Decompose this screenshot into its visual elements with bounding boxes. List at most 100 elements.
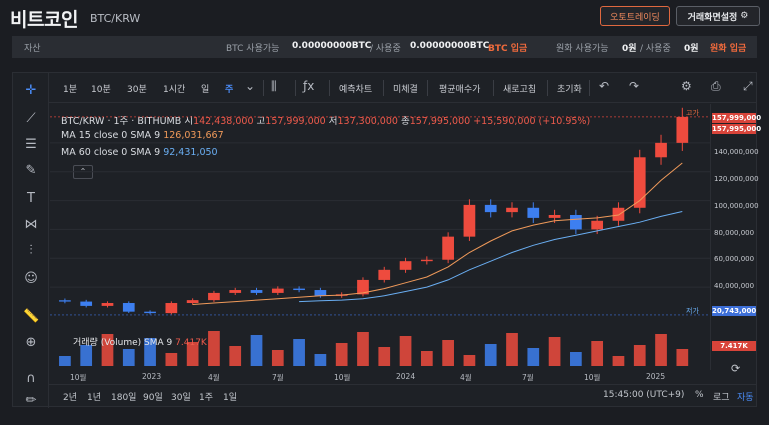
range-1y[interactable]: 1년 (87, 393, 102, 403)
trendline-icon[interactable]: ⟋ (26, 111, 36, 126)
horizontal-lines-icon[interactable]: ☰ (25, 137, 37, 152)
camera-icon[interactable]: ⎙ (711, 79, 721, 93)
ma15-line (192, 162, 683, 305)
redo-icon[interactable]: ↷ (629, 79, 640, 93)
krw-deposit-link[interactable]: 원화 입금 (710, 44, 747, 54)
ma15-row[interactable]: MA 15 close 0 SMA 9 126,031,667 (61, 130, 590, 147)
interval-10m[interactable]: 10분 (91, 85, 111, 95)
candle-body (314, 290, 327, 296)
range-2y[interactable]: 2년 (63, 393, 78, 403)
range-30d[interactable]: 30일 (171, 393, 191, 403)
candle-body (570, 215, 582, 230)
log-toggle[interactable]: 로그 (713, 393, 730, 403)
volume-bar (101, 334, 114, 366)
emoji-icon[interactable]: ☺ (24, 271, 38, 286)
zoom-in-icon[interactable]: ⊕ (25, 335, 37, 350)
x-tick: 7월 (272, 373, 284, 382)
low-marker-label: 저가 (686, 306, 699, 315)
krw-in-use-value: 0원 (684, 44, 699, 54)
candle-body (484, 204, 497, 213)
volume-bar (484, 344, 497, 366)
open-orders-button[interactable]: 미체결 (393, 85, 418, 95)
volume-bar (633, 345, 646, 366)
x-tick: 4월 (208, 373, 220, 382)
avg-buy-price-button[interactable]: 평균매수가 (439, 85, 481, 95)
candle-body (250, 290, 263, 293)
candle-body (548, 215, 561, 218)
range-180d[interactable]: 180일 (111, 393, 137, 403)
auto-toggle[interactable]: 자동 (737, 393, 754, 403)
volume-bar (80, 345, 93, 366)
candle-body (165, 303, 178, 314)
legend-open: 142,438,000 (193, 116, 254, 127)
volume-label: 거래량 (Volume) SMA 9 (73, 338, 173, 348)
x-tick: 2024 (396, 372, 416, 381)
btc-available-label: BTC 사용가능 (226, 44, 280, 54)
ruler-icon[interactable]: 📏 (23, 309, 40, 324)
refresh-button[interactable]: 새로고침 (503, 85, 537, 95)
range-1d[interactable]: 1일 (223, 393, 238, 403)
time-settings-icon[interactable]: ⟳ (731, 362, 741, 375)
settings-icon[interactable]: ⚙ (681, 79, 692, 93)
legend-close: 157,995,000 (409, 116, 471, 127)
pattern-icon[interactable]: ⋈ (24, 217, 38, 232)
btc-deposit-link[interactable]: BTC 입금 (488, 44, 528, 54)
range-1w[interactable]: 1주 (199, 393, 214, 403)
x-tick: 10월 (584, 373, 601, 382)
btc-in-use-label: / 사용중 (370, 44, 401, 54)
volume-bar (591, 341, 604, 366)
ma60-row[interactable]: MA 60 close 0 SMA 9 92,431,050 (61, 147, 590, 164)
brush-icon[interactable]: ✎ (25, 163, 37, 178)
volume-bar (378, 347, 391, 366)
magnet-icon[interactable]: ∩ (26, 371, 36, 386)
undo-icon[interactable]: ↶ (599, 79, 610, 93)
gear-icon: ⚙ (740, 11, 749, 21)
candle-body (122, 303, 135, 312)
chevron-down-icon[interactable]: ⌄ (245, 79, 256, 93)
reset-button[interactable]: 초기화 (557, 85, 582, 95)
volume-tag: 7.417K (712, 341, 756, 351)
text-tool-icon[interactable]: T (27, 191, 35, 206)
clock-time[interactable]: 15:45:00 (UTC+9) (603, 390, 685, 400)
candle-body (633, 157, 646, 208)
interval-day[interactable]: 일 (201, 85, 210, 95)
price-axis[interactable]: 157,999,000 157,995,000 140,000,000 120,… (710, 104, 761, 370)
x-tick: 7월 (522, 373, 534, 382)
percent-toggle[interactable]: % (695, 390, 704, 400)
krw-available-label: 원화 사용가능 (556, 44, 609, 54)
pencil-icon[interactable]: ✏ (25, 393, 37, 408)
candle-body (229, 290, 242, 293)
range-90d[interactable]: 90일 (143, 393, 163, 403)
screen-settings-button[interactable]: 거래화면설정 ⚙ (676, 6, 760, 26)
forecast-chart-button[interactable]: 예측차트 (339, 85, 373, 95)
volume-bar (399, 336, 412, 366)
fullscreen-icon[interactable]: ⤢ (743, 79, 753, 93)
interval-30m[interactable]: 30분 (127, 85, 147, 95)
measure-lines-icon[interactable]: ⫶ (29, 243, 33, 258)
auto-trade-button[interactable]: 오토트레이딩 (600, 6, 670, 26)
krw-available-value: 0원 (622, 44, 637, 54)
volume-bar (442, 340, 454, 366)
interval-1m[interactable]: 1분 (63, 85, 78, 95)
candle-body (378, 269, 391, 280)
volume-bar (335, 343, 348, 366)
candle-type-icon[interactable]: ⫼ (271, 79, 277, 93)
crosshair-icon[interactable]: ✛ (25, 83, 37, 98)
volume-bar (250, 335, 263, 366)
candle-body (80, 301, 93, 306)
volume-legend: 거래량 (Volume) SMA 9 7.417K (73, 335, 207, 348)
candle-body (591, 220, 604, 230)
ma60-label: MA 60 close 0 SMA 9 (61, 147, 161, 158)
candle-body (527, 207, 540, 218)
x-tick: 4월 (460, 373, 472, 382)
volume-bar (229, 346, 242, 366)
time-axis[interactable]: 10월 2023 4월 7월 10월 2024 4월 7월 10월 2025 (50, 370, 710, 384)
interval-week[interactable]: 주 (225, 85, 234, 95)
candle-body (506, 207, 518, 213)
interval-1h[interactable]: 1시간 (163, 85, 186, 95)
volume-bar (570, 352, 582, 366)
indicator-icon[interactable]: ƒx (303, 79, 315, 93)
y-tick: 140,000,000 (714, 148, 759, 156)
legend-open-label: 시 (184, 116, 194, 127)
